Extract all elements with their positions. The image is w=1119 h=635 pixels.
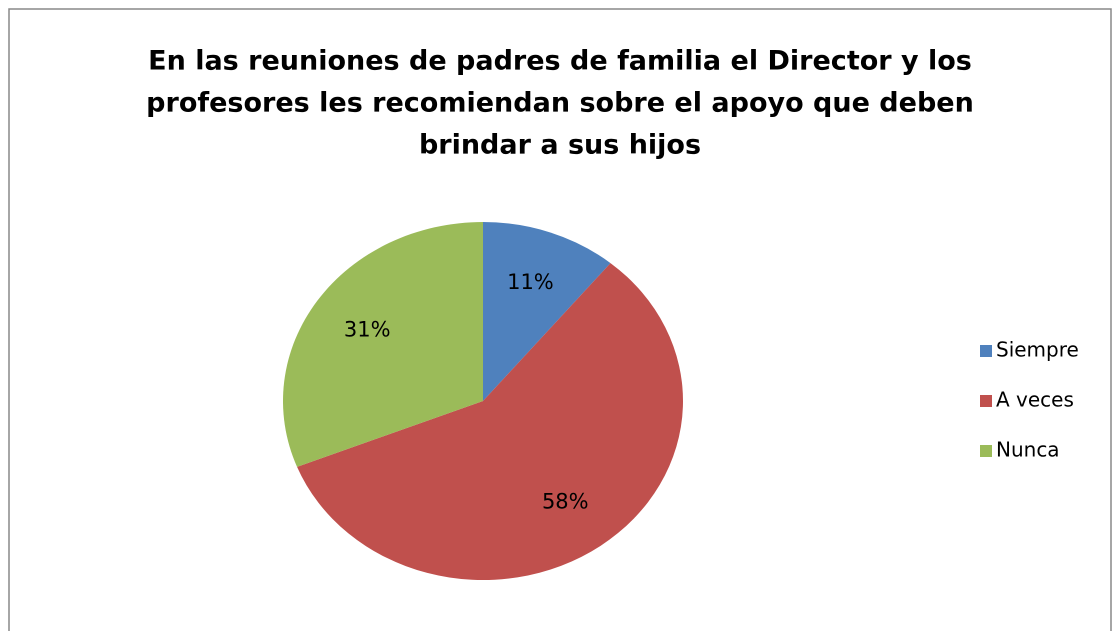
legend-label: A veces xyxy=(996,388,1074,412)
pie-slice xyxy=(297,263,683,581)
legend-swatch xyxy=(980,445,992,457)
pie-slice xyxy=(483,222,611,401)
data-label: 58% xyxy=(542,489,589,513)
legend-label: Siempre xyxy=(996,338,1079,362)
chart-title: En las reuniones de padres de familia el… xyxy=(148,46,972,77)
data-label: 31% xyxy=(344,318,391,342)
pie-slice xyxy=(283,222,483,467)
data-label: 11% xyxy=(507,270,554,294)
legend-swatch xyxy=(980,395,992,407)
legend-swatch xyxy=(980,345,992,357)
chart-title: brindar a sus hijos xyxy=(419,130,701,161)
legend-label: Nunca xyxy=(996,438,1060,462)
chart-title: profesores les recomiendan sobre el apoy… xyxy=(146,88,974,119)
